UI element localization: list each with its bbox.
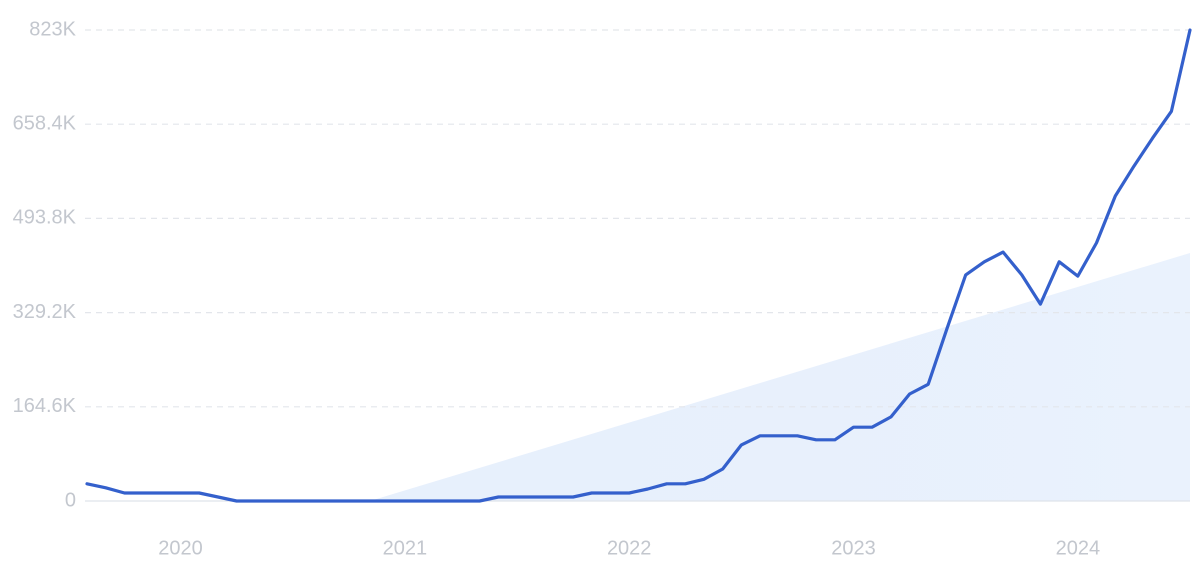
y-tick-label: 658.4K xyxy=(13,112,77,134)
y-tick-label: 823K xyxy=(29,18,76,40)
y-tick-label: 0 xyxy=(65,489,76,511)
trend-area xyxy=(370,253,1190,501)
y-tick-label: 164.6K xyxy=(13,395,77,417)
x-tick-label: 2021 xyxy=(383,537,428,559)
x-tick-label: 2024 xyxy=(1056,537,1101,559)
y-tick-label: 329.2K xyxy=(13,301,77,323)
x-tick-label: 2023 xyxy=(831,537,876,559)
x-tick-label: 2020 xyxy=(158,537,203,559)
y-tick-label: 493.8K xyxy=(13,207,77,229)
x-tick-label: 2022 xyxy=(607,537,652,559)
data-line xyxy=(85,28,1192,503)
